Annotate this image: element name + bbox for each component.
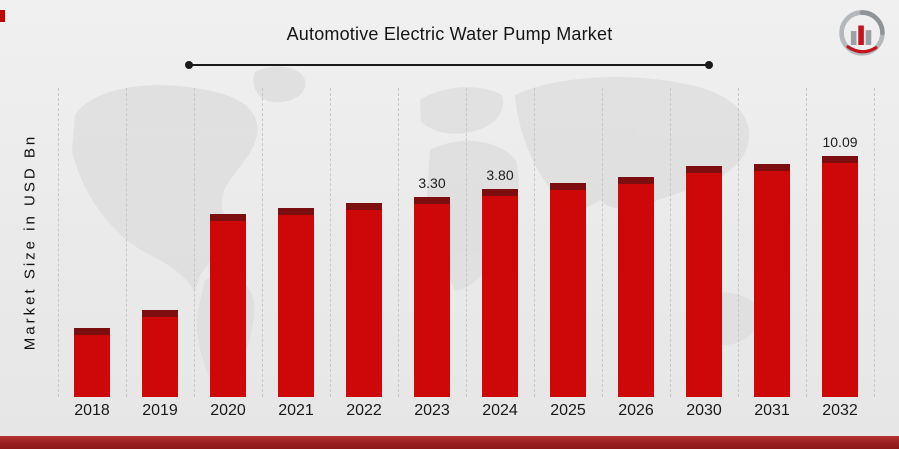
x-axis: 2018 2019 2020 2021 2022 2023 2024 2025 2026 2030… xyxy=(58,402,874,424)
bar-cap xyxy=(278,208,314,215)
x-tick-2020: 2020 xyxy=(210,402,246,419)
bar-cap xyxy=(686,166,722,173)
corner-accent xyxy=(0,10,5,22)
bar-cap xyxy=(142,310,178,317)
bar-2018 xyxy=(74,328,110,397)
x-tick-2031: 2031 xyxy=(754,402,790,419)
bar-cap xyxy=(346,203,382,210)
market-research-logo-icon xyxy=(839,10,885,56)
gridline xyxy=(806,88,807,397)
map-greenland xyxy=(253,66,306,103)
value-label-2024: 3.80 xyxy=(486,167,514,183)
bar-cap xyxy=(210,214,246,221)
x-tick-2019: 2019 xyxy=(142,402,178,419)
x-tick-2021: 2021 xyxy=(278,402,314,419)
bar-cap xyxy=(74,328,110,335)
x-tick-2030: 2030 xyxy=(686,402,722,419)
gridline xyxy=(466,88,467,397)
x-tick-2018: 2018 xyxy=(74,402,110,419)
y-axis-label: Market Size in USD Bn xyxy=(21,133,39,351)
x-tick-2024: 2024 xyxy=(482,402,518,419)
gridline xyxy=(126,88,127,397)
bar-2024 xyxy=(482,189,518,397)
rule-dot-right xyxy=(705,61,713,69)
bar-2020 xyxy=(210,214,246,397)
x-tick-2026: 2026 xyxy=(618,402,654,419)
gridline xyxy=(398,88,399,397)
bar-2021 xyxy=(278,208,314,397)
gridline xyxy=(194,88,195,397)
map-europe xyxy=(420,87,504,134)
bar-cap xyxy=(822,156,858,163)
bar-2031 xyxy=(754,164,790,397)
gridline xyxy=(874,88,875,397)
bar-cap xyxy=(482,189,518,196)
gridline xyxy=(602,88,603,397)
x-tick-2025: 2025 xyxy=(550,402,586,419)
bar-2026 xyxy=(618,177,654,397)
bar-2025 xyxy=(550,183,586,397)
gridline xyxy=(534,88,535,397)
bar-cap xyxy=(754,164,790,171)
rule-line xyxy=(189,64,709,66)
gridline xyxy=(262,88,263,397)
title-rule xyxy=(185,61,713,69)
bar-2019 xyxy=(142,310,178,397)
gridline xyxy=(738,88,739,397)
x-tick-2022: 2022 xyxy=(346,402,382,419)
x-tick-2023: 2023 xyxy=(414,402,450,419)
bar-2022 xyxy=(346,203,382,397)
bar-2023 xyxy=(414,197,450,397)
chart-title: Automotive Electric Water Pump Market xyxy=(286,24,613,44)
bar-2032 xyxy=(822,156,858,397)
bar-cap xyxy=(414,197,450,204)
value-label-2023: 3.30 xyxy=(418,175,446,191)
x-tick-2032: 2032 xyxy=(822,402,858,419)
bar-2030 xyxy=(686,166,722,397)
bar-cap xyxy=(550,183,586,190)
bar-cap xyxy=(618,177,654,184)
footer-strip xyxy=(0,436,899,449)
gridline xyxy=(670,88,671,397)
gridline xyxy=(58,88,59,397)
plot-area: 3.30 3.80 10.09 xyxy=(58,88,875,397)
value-label-2032: 10.09 xyxy=(822,134,858,150)
gridline xyxy=(330,88,331,397)
